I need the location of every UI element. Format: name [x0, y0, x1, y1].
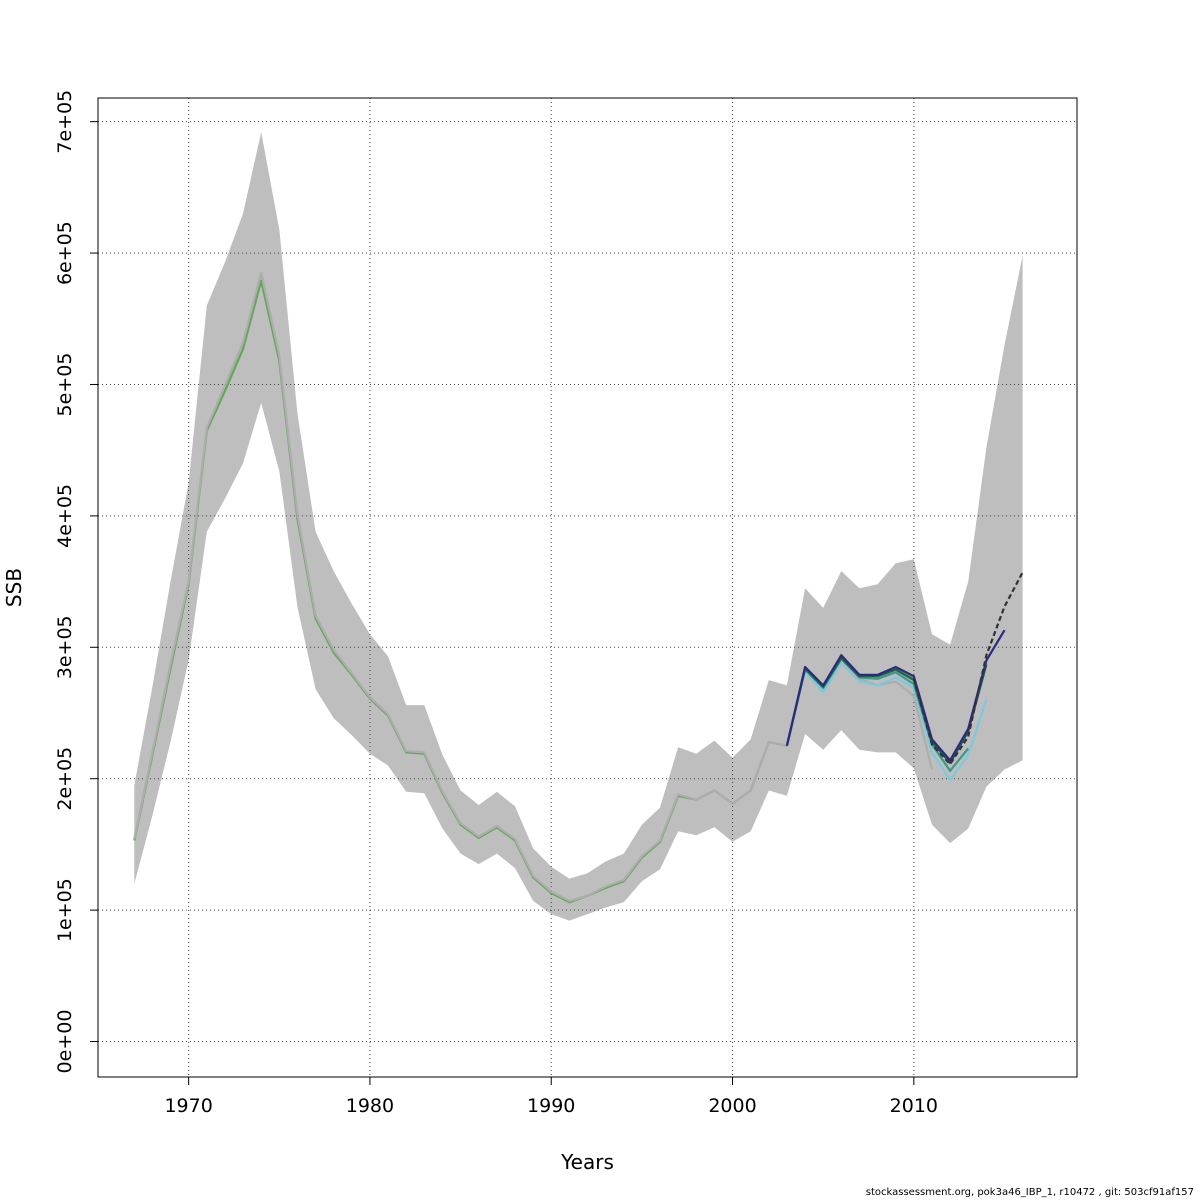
- confidence-band: [134, 132, 1023, 921]
- y-tick-label: 6e+05: [54, 221, 76, 285]
- footer-credit: stockassessment.org, pok3a46_IBP_1, r104…: [865, 1187, 1194, 1198]
- series-line-5: [785, 629, 1006, 762]
- series-layer: [133, 271, 1024, 904]
- series-line-2: [785, 661, 988, 782]
- series-line-6: [912, 571, 1024, 766]
- x-tick-label: 2000: [708, 1095, 756, 1117]
- x-tick-label: 1970: [164, 1095, 212, 1117]
- y-tick-label: 5e+05: [54, 353, 76, 417]
- y-tick-label: 3e+05: [54, 615, 76, 679]
- confidence-band-layer: [134, 132, 1023, 921]
- x-tick-label: 1990: [527, 1095, 575, 1117]
- x-tick-label: 2010: [890, 1095, 938, 1117]
- y-tick-label: 2e+05: [54, 747, 76, 811]
- y-tick-label: 0e+00: [54, 1010, 76, 1074]
- axis-layer: 1970 1980 1990 2000 2010 0e+00 1e+05 2e+05 3e+05…: [54, 90, 938, 1117]
- x-tick-label: 1980: [346, 1095, 394, 1117]
- y-tick-label: 1e+05: [54, 878, 76, 942]
- y-axis-title: SSB: [2, 568, 26, 607]
- y-tick-label: 4e+05: [54, 484, 76, 548]
- x-axis-title: Years: [560, 1150, 614, 1174]
- plot-frame: [97, 97, 1078, 1078]
- y-tick-label: 7e+05: [54, 90, 76, 154]
